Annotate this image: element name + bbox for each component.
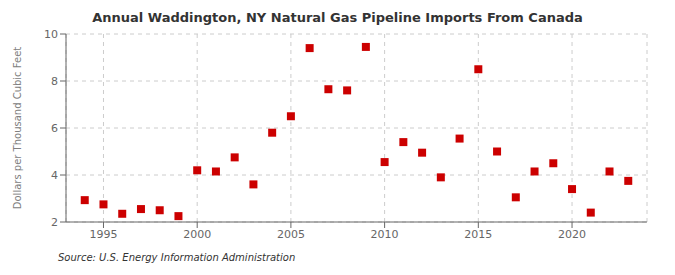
svg-text:2: 2 [51, 216, 58, 229]
svg-text:8: 8 [51, 75, 58, 88]
svg-text:6: 6 [51, 122, 58, 135]
svg-text:2015: 2015 [464, 228, 492, 241]
svg-text:1995: 1995 [89, 228, 117, 241]
svg-text:2020: 2020 [558, 228, 586, 241]
html-text:Annual Waddington, NY Natural: Annual Waddington, NY Natural Gas Pipeli… [92, 10, 583, 25]
svg-text:10: 10 [44, 28, 58, 41]
html-text:Source: U.S. Energy Informatio: Source: U.S. Energy Information Administ… [58, 252, 296, 263]
svg-text:Dollars per Thousand Cubic Fee: Dollars per Thousand Cubic Feet [12, 47, 23, 210]
svg-text:2010: 2010 [371, 228, 399, 241]
svg-text:2005: 2005 [277, 228, 305, 241]
svg-text:4: 4 [51, 169, 58, 182]
svg-text:2000: 2000 [183, 228, 211, 241]
